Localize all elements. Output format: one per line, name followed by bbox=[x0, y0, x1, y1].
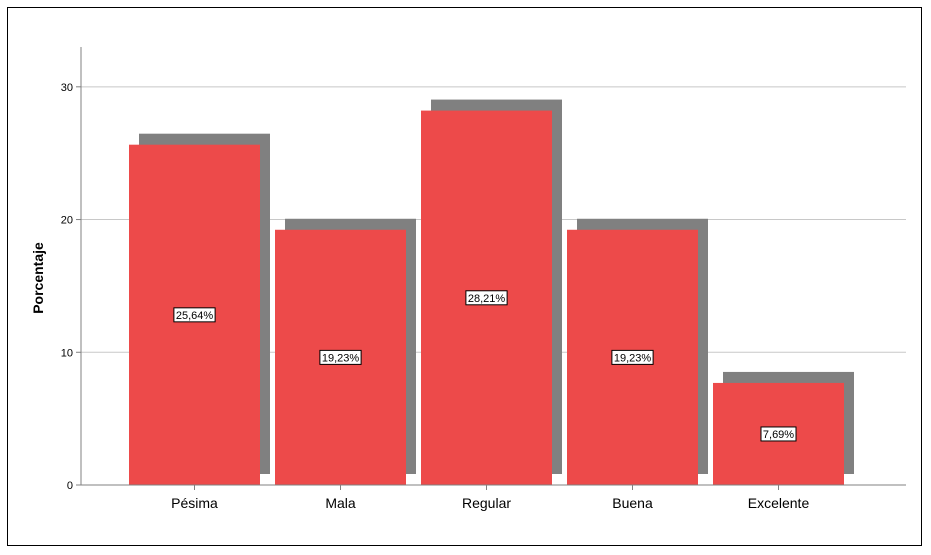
y-axis-title: Porcentaje bbox=[30, 242, 46, 314]
x-category-label: Buena bbox=[612, 495, 653, 511]
y-tick-label: 30 bbox=[61, 82, 73, 94]
y-tick-label: 10 bbox=[61, 347, 73, 359]
data-label-box bbox=[760, 426, 797, 442]
data-label: 19,23% bbox=[322, 352, 360, 364]
y-tick-label: 20 bbox=[61, 215, 73, 227]
x-category-label: Regular bbox=[462, 495, 511, 511]
y-tick-label: 0 bbox=[67, 480, 73, 492]
bars bbox=[129, 110, 844, 486]
x-category-label: Pésima bbox=[171, 495, 218, 511]
data-label: 7,69% bbox=[763, 429, 794, 441]
data-label: 25,64% bbox=[176, 310, 214, 322]
data-label-box bbox=[611, 349, 654, 365]
x-category-label: Excelente bbox=[748, 495, 810, 511]
data-label-box bbox=[173, 307, 216, 323]
data-label-box bbox=[319, 349, 362, 365]
data-label-box bbox=[465, 290, 508, 306]
data-labels: 25,64% 19,23% 28,21% 19,23% 7,69% bbox=[173, 290, 797, 442]
data-label: 28,21% bbox=[468, 293, 506, 305]
axes: 0 10 20 30 Pésima Mala Regular Buena Excelente bbox=[61, 47, 906, 511]
x-category-label: Mala bbox=[325, 495, 356, 511]
data-label: 19,23% bbox=[614, 352, 652, 364]
